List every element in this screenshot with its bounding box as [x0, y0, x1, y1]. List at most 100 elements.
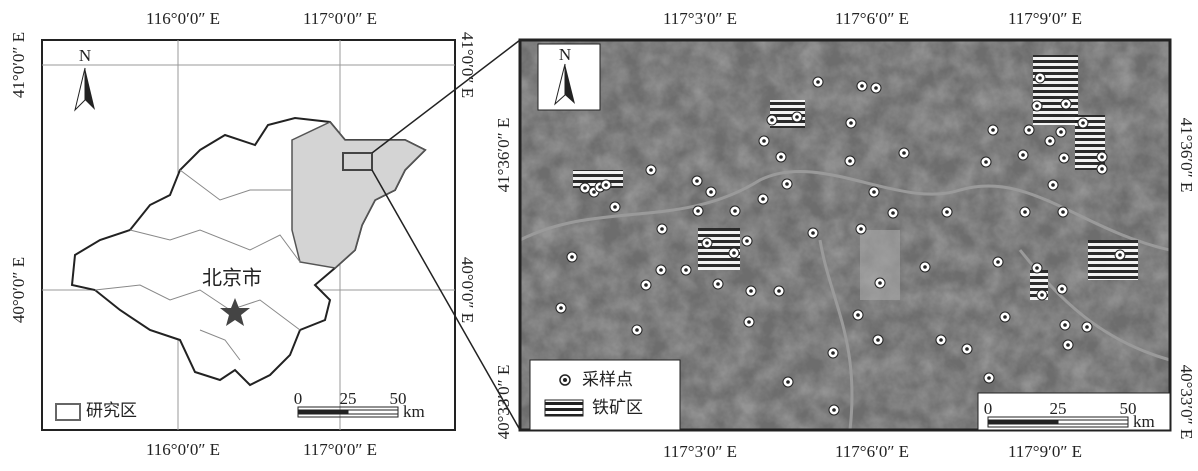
scale-segment [348, 410, 398, 414]
coord-label: 117°0′0″ E [303, 9, 377, 28]
sampling-point-center [1100, 155, 1104, 159]
farmland [860, 230, 900, 300]
sampling-point-center [1027, 128, 1031, 132]
sampling-point-center [649, 168, 653, 172]
coord-label: 40°33′0″ E [494, 365, 513, 440]
coord-label: 40°0′0″ E [458, 257, 477, 323]
sampling-point-center [660, 227, 664, 231]
sampling-point-center [777, 289, 781, 293]
sampling-point-center [849, 121, 853, 125]
sampling-point-center [705, 241, 709, 245]
legend-label: 研究区 [86, 401, 137, 420]
coord-label: 40°33′0″ E [1177, 365, 1196, 440]
scale-label: 0 [984, 399, 993, 418]
sampling-point-center [945, 210, 949, 214]
sampling-point-center [1061, 210, 1065, 214]
sampling-point-center [570, 255, 574, 259]
sampling-point-center [1035, 104, 1039, 108]
coord-label: 41°0′0″ E [458, 32, 477, 98]
sampling-point-center [1038, 76, 1042, 80]
sampling-point-center [795, 115, 799, 119]
sampling-point-center [733, 209, 737, 213]
sampling-point-center [902, 151, 906, 155]
sampling-point-center [716, 282, 720, 286]
sampling-point-center [832, 408, 836, 412]
sampling-point-center [696, 209, 700, 213]
sampling-point-center [709, 190, 713, 194]
coord-label: 116°0′0″ E [146, 9, 220, 28]
sampling-point-center [1085, 325, 1089, 329]
coord-label: 116°0′0″ E [146, 440, 220, 459]
sampling-point-center [635, 328, 639, 332]
coord-label: 117°6′0″ E [835, 442, 909, 461]
coord-label: 117°9′0″ E [1008, 442, 1082, 461]
sampling-point-center [749, 289, 753, 293]
sampling-point-center [732, 251, 736, 255]
sampling-point-center [874, 86, 878, 90]
sampling-point-center [684, 268, 688, 272]
sampling-point-center [939, 338, 943, 342]
sampling-point-center [1100, 167, 1104, 171]
scale-label: 25 [1050, 399, 1067, 418]
sampling-point-center [1021, 153, 1025, 157]
scale-segment [988, 420, 1058, 424]
sampling-point-center [659, 268, 663, 272]
scale-unit: km [403, 402, 425, 421]
legend-label: 采样点 [582, 370, 633, 389]
sampling-point-center [786, 380, 790, 384]
sampling-point-center [831, 351, 835, 355]
legend-swatch [56, 404, 80, 420]
scale-segment [298, 410, 348, 414]
sampling-point-center [872, 190, 876, 194]
sampling-point-center [1051, 183, 1055, 187]
figure: 北京市 N 研究区 02550km N 采样点 铁矿区 02550km 116°… [0, 0, 1198, 466]
sampling-point-center [811, 231, 815, 235]
sampling-point-center [876, 338, 880, 342]
sampling-point-center [991, 128, 995, 132]
sampling-point-center [984, 160, 988, 164]
coord-label: 117°6′0″ E [835, 9, 909, 28]
sampling-point-center [996, 260, 1000, 264]
sampling-point-center [923, 265, 927, 269]
sampling-point-center [644, 283, 648, 287]
sampling-point-center [816, 80, 820, 84]
scale-label: 25 [340, 389, 357, 408]
sampling-point-center [1060, 287, 1064, 291]
sampling-point-center [987, 376, 991, 380]
coord-label: 40°0′0″ E [9, 257, 28, 323]
sampling-point-center [859, 227, 863, 231]
coord-label: 117°9′0″ E [1008, 9, 1082, 28]
scale-label: 0 [294, 389, 303, 408]
iron-ore-area [1088, 240, 1138, 280]
sampling-point-center [1081, 121, 1085, 125]
sampling-point-center [1040, 293, 1044, 297]
legend-swatch [545, 400, 583, 416]
north-label: N [79, 46, 91, 65]
sampling-point-center [1048, 139, 1052, 143]
sampling-point-center [1118, 253, 1122, 257]
sampling-point-center [770, 118, 774, 122]
sampling-point-center [745, 239, 749, 243]
sampling-point-center [747, 320, 751, 324]
coord-label: 117°3′0″ E [663, 9, 737, 28]
sampling-point-center [559, 306, 563, 310]
sampling-point-center [604, 183, 608, 187]
sampling-point-center [1064, 102, 1068, 106]
sampling-point-center [1063, 323, 1067, 327]
sampling-point-center [583, 186, 587, 190]
sampling-point-center [1003, 315, 1007, 319]
coord-label: 41°0′0″ E [9, 32, 28, 98]
sampling-point-center [848, 159, 852, 163]
city-label: 北京市 [202, 267, 262, 290]
sampling-point-center [779, 155, 783, 159]
sampling-point-center [592, 190, 596, 194]
sampling-point-center [695, 179, 699, 183]
scale-unit: km [1133, 412, 1155, 431]
north-label: N [559, 45, 571, 64]
sampling-point-center [1059, 130, 1063, 134]
coord-label: 117°0′0″ E [303, 440, 377, 459]
sampling-point-center [613, 205, 617, 209]
sampling-point-center [1035, 266, 1039, 270]
sampling-point-center [1062, 156, 1066, 160]
sampling-point-center [785, 182, 789, 186]
